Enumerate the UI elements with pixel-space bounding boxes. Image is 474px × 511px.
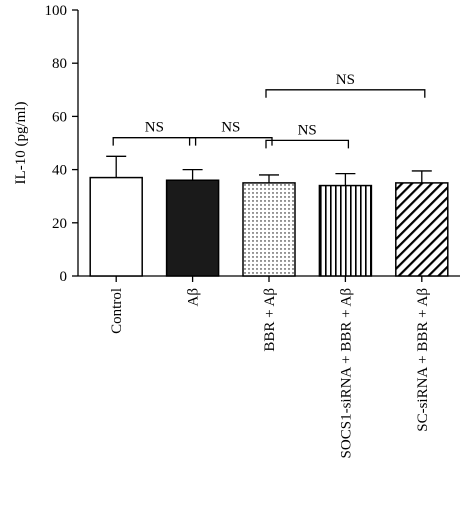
y-tick-label: 80	[52, 56, 67, 72]
significance-bracket	[188, 137, 273, 146]
significance-bracket	[112, 137, 197, 146]
y-tick-label: 0	[60, 269, 68, 285]
x-tick-label: BBR + Aβ	[262, 288, 278, 352]
significance-label: NS	[145, 120, 164, 136]
axis-labels: IL-10 (pg/ml) Control Aβ BBR + Aβ SOCS1-siRN…	[13, 102, 431, 459]
x-tick-label: SOCS1-siRNA + BBR + Aβ	[338, 288, 354, 458]
significance-label: NS	[298, 122, 317, 138]
bar	[89, 176, 143, 277]
x-tick-label: Control	[109, 288, 125, 334]
significance-label: NS	[336, 72, 355, 88]
x-tick-label: SC-siRNA + BBR + Aβ	[415, 288, 431, 432]
bar	[165, 179, 220, 277]
bar	[318, 184, 373, 277]
significance-label: NS	[221, 120, 240, 136]
bar	[242, 182, 296, 277]
significance-brackets: NS NS NS NS	[112, 72, 426, 149]
x-tick-label: Aβ	[186, 288, 202, 306]
significance-bracket	[265, 89, 426, 98]
y-tick-label: 60	[52, 109, 67, 125]
significance-bracket	[265, 139, 350, 149]
y-tick-label: 100	[45, 3, 68, 19]
bar	[395, 182, 449, 277]
bars	[89, 176, 449, 277]
error-bars	[106, 155, 432, 186]
y-tick-label: 40	[52, 163, 67, 179]
y-tick-label: 20	[52, 216, 67, 232]
y-axis-title: IL-10 (pg/ml)	[13, 102, 29, 185]
